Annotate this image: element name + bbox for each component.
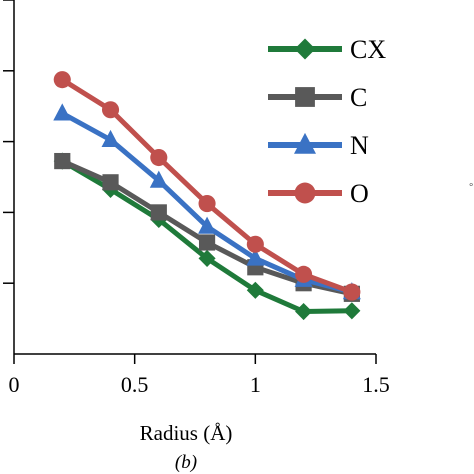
legend-label-O: O xyxy=(350,179,369,208)
point-CX-4 xyxy=(246,281,264,299)
point-CX-6 xyxy=(343,302,361,320)
legend-label-C: C xyxy=(350,83,367,112)
point-O-3 xyxy=(198,195,216,213)
x-tick-label-2: 1 xyxy=(250,372,261,397)
point-N-3 xyxy=(198,216,217,234)
point-O-2 xyxy=(150,148,168,167)
series-layer xyxy=(53,71,361,321)
x-tick-label-1: 0.5 xyxy=(121,372,149,397)
legend-marker-CX xyxy=(294,38,316,60)
legend-label-N: N xyxy=(350,131,369,160)
point-C-3 xyxy=(198,234,216,251)
legend-label-CX: CX xyxy=(350,35,386,64)
x-axis-title: Radius (Å) xyxy=(140,421,233,445)
legend-marker-O xyxy=(294,182,316,204)
x-tick-marks xyxy=(13,354,377,364)
point-O-4 xyxy=(246,235,264,253)
series-O xyxy=(53,71,361,301)
edge-fragment: ∘ xyxy=(468,180,474,191)
point-C-2 xyxy=(150,204,167,221)
point-O-6 xyxy=(343,283,361,301)
point-O-0 xyxy=(53,71,71,89)
point-O-1 xyxy=(101,101,120,119)
point-N-1 xyxy=(101,129,120,148)
x-tick-label-0: 0 xyxy=(9,372,20,397)
panel-label: (b) xyxy=(175,452,197,473)
x-tick-labels: 0 0.5 1 1.5 xyxy=(9,372,390,397)
point-O-5 xyxy=(295,265,313,283)
legend-marker-N xyxy=(294,132,316,154)
point-CX-3 xyxy=(198,249,216,267)
point-CX-5 xyxy=(295,302,313,321)
point-N-2 xyxy=(149,170,168,188)
point-C-1 xyxy=(102,174,119,191)
y-tick-marks xyxy=(3,0,14,284)
legend-marker-C xyxy=(295,87,315,107)
x-tick-label-3: 1.5 xyxy=(362,372,390,397)
legend: CX CNO xyxy=(268,35,386,208)
point-N-4 xyxy=(246,248,265,266)
point-N-0 xyxy=(53,103,72,121)
point-C-0 xyxy=(54,152,71,170)
